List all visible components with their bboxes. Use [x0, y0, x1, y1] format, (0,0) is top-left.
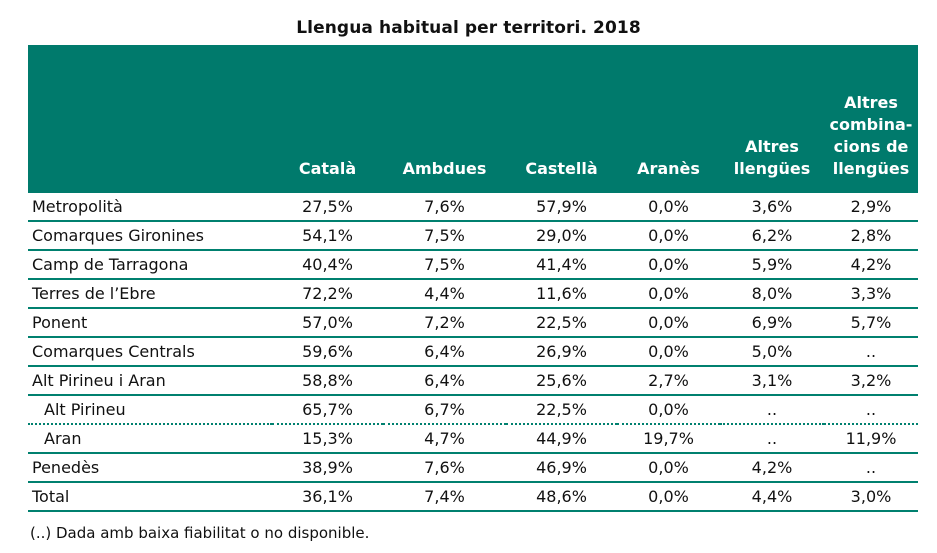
cell-value: 3,1%	[720, 365, 824, 396]
header-castella: Castellà	[506, 45, 617, 193]
cell-value: 11,9%	[824, 423, 918, 454]
cell-value: 5,0%	[720, 336, 824, 367]
header-ambdues: Ambdues	[383, 45, 506, 193]
cell-value: 4,4%	[383, 278, 506, 309]
cell-value: 65,7%	[272, 394, 383, 425]
cell-value: 54,1%	[272, 220, 383, 251]
cell-value: 3,3%	[824, 278, 918, 309]
header-catala: Català	[272, 45, 383, 193]
header-blank	[28, 45, 272, 193]
cell-value: ..	[824, 336, 918, 367]
table-row: Comarques Gironines 54,1% 7,5% 29,0% 0,0% 6,2…	[28, 220, 918, 251]
footnote: (..) Dada amb baixa fiabilitat o no disp…	[30, 524, 370, 542]
cell-value: 3,6%	[720, 191, 824, 222]
cell-value: 0,0%	[617, 220, 720, 251]
table-row: Alt Pirineu 65,7% 6,7% 22,5% 0,0%....	[28, 394, 918, 425]
cell-value: 44,9%	[506, 423, 617, 454]
cell-value: 19,7%	[617, 423, 720, 454]
header-aranes: Aranès	[617, 45, 720, 193]
table-row: Total 36,1% 7,4% 48,6% 0,0% 4,4% 3,0%	[28, 481, 918, 512]
cell-value: 36,1%	[272, 481, 383, 512]
cell-value: 0,0%	[617, 452, 720, 483]
cell-value: 22,5%	[506, 394, 617, 425]
cell-value: 22,5%	[506, 307, 617, 338]
data-table: Català Ambdues Castellà Aranès Altres ll…	[28, 45, 918, 512]
cell-value: 6,4%	[383, 365, 506, 396]
cell-value: 27,5%	[272, 191, 383, 222]
cell-value: 48,6%	[506, 481, 617, 512]
row-label: Camp de Tarragona	[28, 249, 272, 280]
table-row: Comarques Centrals 59,6% 6,4% 26,9% 0,0% 5,0%…	[28, 336, 918, 367]
row-label: Ponent	[28, 307, 272, 338]
cell-value: ..	[824, 452, 918, 483]
table-row: Metropolità 27,5% 7,6% 57,9% 0,0% 3,6% 2,9%	[28, 191, 918, 222]
cell-value: 5,7%	[824, 307, 918, 338]
cell-value: 40,4%	[272, 249, 383, 280]
cell-value: 57,9%	[506, 191, 617, 222]
row-label: Comarques Centrals	[28, 336, 272, 367]
row-label: Aran	[28, 423, 272, 454]
table-row: Penedès 38,9% 7,6% 46,9% 0,0% 4,2%..	[28, 452, 918, 483]
cell-value: 5,9%	[720, 249, 824, 280]
table-row: Camp de Tarragona 40,4% 7,5% 41,4% 0,0% 5,9% 4…	[28, 249, 918, 280]
table-row: Alt Pirineu i Aran 58,8% 6,4% 25,6% 2,7% 3,1%…	[28, 365, 918, 396]
cell-value: ..	[720, 423, 824, 454]
cell-value: 3,2%	[824, 365, 918, 396]
row-label: Penedès	[28, 452, 272, 483]
table-title: Llengua habitual per territori. 2018	[296, 18, 641, 38]
cell-value: 58,8%	[272, 365, 383, 396]
cell-value: 2,9%	[824, 191, 918, 222]
header-altres-combinacions: Altres combina-cions de llengües	[824, 45, 918, 193]
cell-value: 0,0%	[617, 481, 720, 512]
cell-value: ..	[824, 394, 918, 425]
cell-value: 57,0%	[272, 307, 383, 338]
header-altres-llengues: Altres llengües	[720, 45, 824, 193]
cell-value: 4,7%	[383, 423, 506, 454]
cell-value: 25,6%	[506, 365, 617, 396]
cell-value: 7,4%	[383, 481, 506, 512]
cell-value: 6,9%	[720, 307, 824, 338]
cell-value: 0,0%	[617, 191, 720, 222]
cell-value: 8,0%	[720, 278, 824, 309]
cell-value: ..	[720, 394, 824, 425]
cell-value: 0,0%	[617, 394, 720, 425]
cell-value: 7,6%	[383, 452, 506, 483]
cell-value: 0,0%	[617, 278, 720, 309]
cell-value: 7,2%	[383, 307, 506, 338]
header-row: Català Ambdues Castellà Aranès Altres ll…	[28, 45, 918, 193]
cell-value: 72,2%	[272, 278, 383, 309]
row-label: Comarques Gironines	[28, 220, 272, 251]
table-row: Aran 15,3% 4,7% 44,9% 19,7%.. 11,9%	[28, 423, 918, 454]
cell-value: 4,2%	[720, 452, 824, 483]
cell-value: 6,7%	[383, 394, 506, 425]
cell-value: 7,5%	[383, 220, 506, 251]
row-label: Terres de l’Ebre	[28, 278, 272, 309]
row-label: Metropolità	[28, 191, 272, 222]
cell-value: 2,7%	[617, 365, 720, 396]
cell-value: 3,0%	[824, 481, 918, 512]
cell-value: 38,9%	[272, 452, 383, 483]
row-label: Alt Pirineu i Aran	[28, 365, 272, 396]
cell-value: 29,0%	[506, 220, 617, 251]
cell-value: 46,9%	[506, 452, 617, 483]
cell-value: 11,6%	[506, 278, 617, 309]
row-label: Total	[28, 481, 272, 512]
table-row: Terres de l’Ebre 72,2% 4,4% 11,6% 0,0% 8,0% 3,…	[28, 278, 918, 309]
cell-value: 0,0%	[617, 249, 720, 280]
cell-value: 4,4%	[720, 481, 824, 512]
row-label: Alt Pirineu	[28, 394, 272, 425]
cell-value: 59,6%	[272, 336, 383, 367]
cell-value: 0,0%	[617, 336, 720, 367]
table-row: Ponent 57,0% 7,2% 22,5% 0,0% 6,9% 5,7%	[28, 307, 918, 338]
cell-value: 2,8%	[824, 220, 918, 251]
cell-value: 41,4%	[506, 249, 617, 280]
cell-value: 7,6%	[383, 191, 506, 222]
cell-value: 6,2%	[720, 220, 824, 251]
cell-value: 7,5%	[383, 249, 506, 280]
cell-value: 0,0%	[617, 307, 720, 338]
cell-value: 4,2%	[824, 249, 918, 280]
cell-value: 6,4%	[383, 336, 506, 367]
cell-value: 26,9%	[506, 336, 617, 367]
cell-value: 15,3%	[272, 423, 383, 454]
